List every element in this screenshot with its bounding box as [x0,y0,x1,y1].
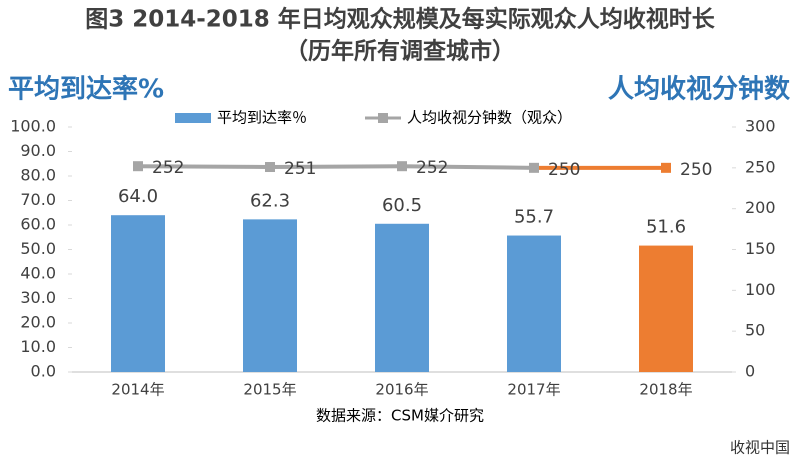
y2-tick-label: 100 [745,280,776,299]
x-tick-label: 2014年 [111,381,164,399]
y2-tick-label: 300 [745,117,776,136]
bar [639,245,693,372]
line-segment [137,164,271,170]
line-segment [401,164,535,170]
y-tick-label: 0.0 [31,362,56,381]
line-marker [265,162,275,173]
y-tick-label: 10.0 [20,337,56,356]
data-label: 252 [416,158,448,178]
line-marker [397,161,407,172]
y2-tick-label: 50 [745,321,765,340]
data-label: 250 [680,160,712,180]
x-tick-label: 2015年 [243,381,296,399]
y-axis-title: 平均到达率% [8,74,164,105]
y-tick-label: 50.0 [20,239,56,258]
x-tick-label: 2018年 [639,381,692,399]
data-label: 64.0 [118,186,158,207]
y-tick-label: 30.0 [20,288,56,307]
data-label: 60.5 [382,195,422,216]
legend-label: 人均收视分钟数（观众） [407,109,572,127]
watermark: 收视中国 [730,439,790,457]
chart-subtitle: （历年所有调查城市） [285,38,515,65]
x-tick-label: 2016年 [375,381,428,399]
y-tick-label: 70.0 [20,190,56,209]
data-label: 250 [548,160,580,180]
line-segment [269,164,403,170]
line-marker [133,161,143,172]
bar [243,219,297,372]
legend-swatch [378,113,388,123]
y2-axis-title: 人均收视分钟数 [608,74,791,105]
y-tick-label: 90.0 [20,141,56,160]
data-label: 51.6 [646,217,686,238]
data-label: 252 [152,158,184,178]
source-note: 数据来源：CSM媒介研究 [316,407,484,425]
y-tick-label: 40.0 [20,264,56,283]
y2-tick-label: 150 [745,239,776,258]
data-label: 251 [284,159,316,179]
y-tick-label: 80.0 [20,166,56,185]
y2-tick-label: 200 [745,198,776,217]
legend-swatch [175,113,211,123]
y-tick-label: 20.0 [20,313,56,332]
line-marker [661,162,671,173]
x-tick-label: 2017年 [507,381,560,399]
line-marker [529,162,539,173]
legend-label: 平均到达率％ [217,109,307,127]
y2-tick-label: 0 [745,362,755,381]
y2-tick-label: 250 [745,157,776,176]
bar [111,215,165,372]
bar [375,223,429,372]
data-label: 62.3 [250,190,290,211]
y-tick-label: 100.0 [10,117,56,136]
chart-title: 图3 2014-2018 年日均观众规模及每实际观众人均收视时长 [85,6,716,33]
y-tick-label: 60.0 [20,215,56,234]
data-label: 55.7 [514,207,554,228]
bar [507,235,561,372]
